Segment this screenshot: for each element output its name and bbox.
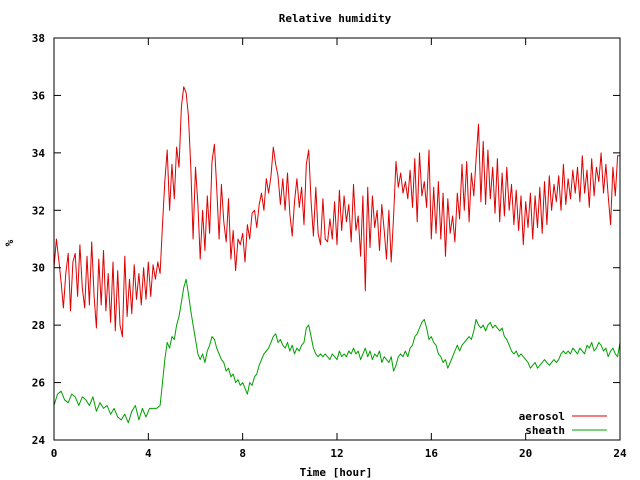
x-tick-label: 12 — [330, 447, 343, 460]
legend-label-sheath: sheath — [525, 424, 565, 437]
y-tick-label: 30 — [32, 262, 45, 275]
series-line-sheath — [53, 278, 621, 424]
legend-label-aerosol: aerosol — [519, 410, 565, 423]
legend: aerosol sheath — [519, 410, 607, 437]
y-tick-label: 32 — [32, 204, 45, 217]
y-tick-label: 36 — [32, 89, 46, 102]
x-tick-label: 0 — [51, 447, 58, 460]
series-layer — [53, 86, 621, 424]
y-tick-label: 38 — [32, 32, 45, 45]
x-tick-label: 20 — [519, 447, 532, 460]
y-tick-label: 26 — [32, 377, 46, 390]
plot-frame — [53, 37, 621, 441]
x-tick-label: 8 — [239, 447, 246, 460]
axis-layer: 0 4 8 12 16 20 24 24 26 28 30 32 34 36 38 — [32, 32, 627, 460]
y-tick-label: 34 — [32, 147, 46, 160]
y-axis-label: % — [3, 239, 16, 246]
x-tick-label: 4 — [145, 447, 152, 460]
y-tick-label: 28 — [32, 319, 45, 332]
x-tick-label: 16 — [425, 447, 439, 460]
series-line-aerosol — [53, 86, 620, 338]
x-axis-label: Time [hour] — [300, 466, 373, 479]
y-tick-label: 24 — [32, 434, 46, 447]
chart-title: Relative humidity — [279, 12, 392, 25]
x-tick-label: 24 — [613, 447, 627, 460]
